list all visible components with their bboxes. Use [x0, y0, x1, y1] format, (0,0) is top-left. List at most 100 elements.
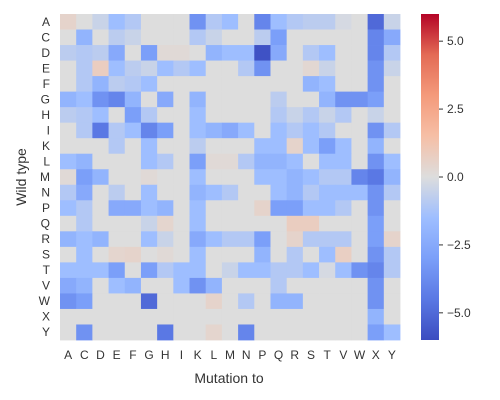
heatmap-cell-P-D: [92, 200, 109, 217]
x-tick-label: T: [323, 348, 331, 362]
heatmap-cell-W-H: [157, 293, 174, 310]
colorbar-ticks: 5.0 2.5 0.0 −2.5 −5.0: [439, 34, 471, 320]
heatmap-cell-M-R: [286, 169, 304, 186]
heatmap-cell-D-Y: [383, 45, 401, 61]
heatmap-cell-L-A: [60, 153, 77, 170]
heatmap-cell-A-Y: [383, 14, 401, 30]
heatmap-cell-N-A: [60, 184, 77, 201]
heatmap-cell-V-A: [60, 277, 77, 294]
y-axis-label: Wild type: [13, 148, 29, 206]
heatmap-cell-D-H: [157, 45, 174, 61]
heatmap-cell-X-H: [157, 308, 174, 325]
heatmap-cell-Q-T: [319, 215, 336, 232]
heatmap-cell-W-Y: [383, 293, 401, 310]
y-tick-label: N: [41, 186, 50, 200]
heatmap-cell-E-H: [157, 60, 174, 77]
heatmap-cell-V-T: [319, 277, 336, 294]
y-tick-label: V: [42, 279, 50, 293]
heatmap-cell-W-P: [254, 293, 271, 310]
x-tick-label: N: [242, 348, 251, 362]
heatmap-cell-R-L: [205, 231, 223, 248]
heatmap-cell-Q-K: [189, 215, 207, 232]
heatmap-cell-H-N: [238, 107, 255, 124]
y-tick-label: R: [41, 232, 50, 246]
heatmap-cell-G-D: [92, 91, 109, 108]
heatmap-cell-K-I: [173, 138, 190, 155]
heatmap-cell-N-N: [238, 184, 255, 201]
heatmap-cell-P-A: [60, 200, 77, 217]
heatmap-cell-R-K: [189, 231, 207, 248]
x-tick-label: E: [113, 348, 121, 362]
heatmap-cell-K-E: [108, 138, 126, 155]
heatmap-cell-M-V: [335, 169, 352, 186]
heatmap-cell-K-H: [157, 138, 174, 155]
heatmap-cell-I-N: [238, 122, 255, 139]
x-axis-label: Mutation to: [194, 370, 263, 386]
heatmap-cell-E-M: [221, 60, 239, 77]
x-tick-label: R: [290, 348, 299, 362]
heatmap-cell-L-M: [221, 153, 239, 170]
colorbar: 5.0 2.5 0.0 −2.5 −5.0: [421, 14, 471, 340]
heatmap-cell-T-C: [76, 262, 93, 279]
heatmap-cell-G-A: [60, 91, 77, 108]
heatmap-cell-Y-G: [140, 324, 158, 341]
colorbar-tick-label: 2.5: [447, 102, 464, 116]
heatmap-cell-D-E: [108, 45, 126, 61]
heatmap-cell-F-E: [108, 76, 126, 93]
heatmap-cell-T-K: [189, 262, 207, 279]
heatmap-cell-S-X: [367, 246, 385, 263]
heatmap-cell-V-Q: [270, 277, 288, 294]
heatmap-cell-I-P: [254, 122, 271, 139]
heatmap-cell-G-K: [189, 91, 207, 108]
heatmap-cell-S-F: [124, 246, 142, 263]
heatmap-cell-P-Y: [383, 200, 401, 217]
y-tick-label: D: [41, 46, 50, 60]
heatmap-cell-H-W: [351, 107, 369, 124]
x-tick-label: X: [372, 348, 380, 362]
heatmap-cell-Q-N: [238, 215, 255, 232]
heatmap-cell-Y-D: [92, 324, 109, 341]
heatmap-cell-L-V: [335, 153, 352, 170]
heatmap-cell-N-K: [189, 184, 207, 201]
heatmap-cell-Y-S: [302, 324, 320, 341]
heatmap-cell-P-E: [108, 200, 126, 217]
heatmap-cell-Y-N: [238, 324, 255, 341]
heatmap-cell-A-M: [221, 14, 239, 30]
heatmap-cell-Q-V: [335, 215, 352, 232]
heatmap-cell-W-Q: [270, 293, 288, 310]
heatmap-cell-F-C: [76, 76, 93, 93]
heatmap-cell-T-D: [92, 262, 109, 279]
y-tick-label: K: [42, 139, 50, 153]
heatmap-cell-H-T: [319, 107, 336, 124]
heatmap-cell-L-W: [351, 153, 369, 170]
x-tick-label: G: [144, 348, 153, 362]
heatmap-cell-R-G: [140, 231, 158, 248]
heatmap-cell-W-M: [221, 293, 239, 310]
heatmap-cell-M-A: [60, 169, 77, 186]
heatmap-cell-S-M: [221, 246, 239, 263]
heatmap-cell-Q-F: [124, 215, 142, 232]
heatmap-cell-G-N: [238, 91, 255, 108]
heatmap-cell-Y-Y: [383, 324, 401, 341]
y-tick-label: A: [42, 15, 50, 29]
heatmap-cell-V-C: [76, 277, 93, 294]
heatmap-cell-C-Q: [270, 29, 288, 46]
y-tick-label: Q: [41, 217, 50, 231]
y-tick-label: F: [43, 77, 50, 91]
heatmap-cell-L-C: [76, 153, 93, 170]
heatmap-cell-L-D: [92, 153, 109, 170]
heatmap-cell-G-H: [157, 91, 174, 108]
heatmap-cell-D-S: [302, 45, 320, 61]
heatmap-cell-M-E: [108, 169, 126, 186]
heatmap-cell-L-N: [238, 153, 255, 170]
heatmap-cell-C-V: [335, 29, 352, 46]
heatmap-cell-W-G: [140, 293, 158, 310]
heatmap-cell-C-Y: [383, 29, 401, 46]
heatmap-cell-G-X: [367, 91, 385, 108]
heatmap-cell-A-E: [108, 14, 126, 30]
heatmap-cell-L-R: [286, 153, 304, 170]
heatmap-cell-T-N: [238, 262, 255, 279]
heatmap-cell-Y-V: [335, 324, 352, 341]
heatmap-cell-C-I: [173, 29, 190, 46]
heatmap-cell-C-C: [76, 29, 93, 46]
